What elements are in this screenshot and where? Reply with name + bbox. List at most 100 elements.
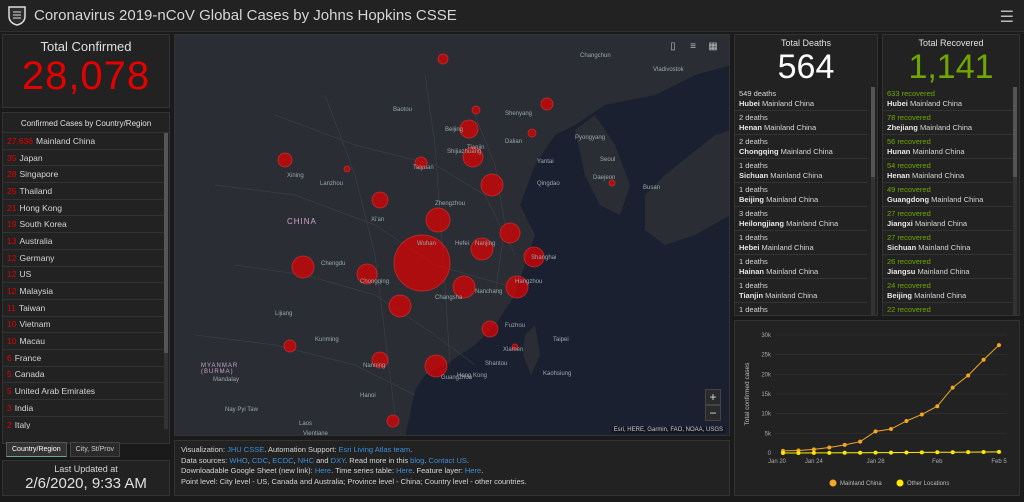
data-point[interactable] <box>858 450 863 455</box>
region-item[interactable]: 54 recovered Henan Mainland China <box>883 159 1015 183</box>
region-item[interactable]: 549 deaths Hubei Mainland China <box>735 87 867 111</box>
country-row[interactable]: 27,636 Mainland China <box>3 133 165 150</box>
country-row[interactable]: 12 Malaysia <box>3 283 165 300</box>
country-row[interactable]: 12 US <box>3 267 165 284</box>
country-row[interactable]: 11 Taiwan <box>3 300 165 317</box>
cases-chart[interactable]: 0 5k 10k 15k 20k 25k 30k Jan 20 Jan 24 Jan 28 Feb F… <box>735 321 1021 497</box>
hamburger-menu-icon[interactable]: ☰ <box>999 9 1014 26</box>
data-point[interactable] <box>811 450 816 455</box>
region-item[interactable]: 49 recovered Guangdong Mainland China <box>883 183 1015 207</box>
region-item[interactable]: 27 recovered Sichuan Mainland China <box>883 231 1015 255</box>
scrollbar-thumb[interactable] <box>871 87 875 177</box>
country-row[interactable]: 5 Canada <box>3 367 165 384</box>
region-item[interactable]: 56 recovered Hunan Mainland China <box>883 135 1015 159</box>
country-list[interactable]: 27,636 Mainland China 35 Japan 28 Singapore 25… <box>3 133 165 429</box>
region-item[interactable]: 26 recovered Jiangsu Mainland China <box>883 255 1015 279</box>
data-point[interactable] <box>796 450 801 455</box>
dxy-link[interactable]: DXY <box>330 455 346 465</box>
country-row[interactable]: 3 India <box>3 400 165 417</box>
recovered-scrollbar[interactable] <box>1013 87 1017 315</box>
nhc-link[interactable]: NHC <box>297 455 314 465</box>
zoom-in-button[interactable]: + <box>705 389 721 405</box>
data-point[interactable] <box>904 418 909 423</box>
data-point[interactable] <box>966 373 971 378</box>
feature-layer-link[interactable]: Here <box>464 466 482 475</box>
data-point[interactable] <box>966 450 971 455</box>
country-row[interactable]: 28 Singapore <box>3 166 165 184</box>
country-row[interactable]: 10 Vietnam <box>3 317 165 334</box>
data-point[interactable] <box>873 450 878 455</box>
deaths-list[interactable]: 549 deaths Hubei Mainland China 2 deaths He… <box>735 87 867 315</box>
deaths-scrollbar[interactable] <box>871 87 875 315</box>
region-item[interactable]: 2 deaths Chongqing Mainland China <box>735 135 867 159</box>
time-series-link[interactable]: Here <box>396 466 413 475</box>
map-canvas[interactable] <box>175 35 730 436</box>
region-count: 27 recovered <box>887 209 931 218</box>
country-list-scrollbar[interactable] <box>164 133 168 429</box>
blog-link[interactable]: blog <box>410 455 425 465</box>
data-point[interactable] <box>935 404 940 409</box>
data-point[interactable] <box>935 450 940 455</box>
scrollbar-thumb[interactable] <box>1013 87 1017 177</box>
country-row[interactable]: 21 Hong Kong <box>3 200 165 217</box>
country-row[interactable]: 35 Japan <box>3 150 165 167</box>
ecdc-link[interactable]: ECDC <box>272 455 294 465</box>
contact-us-link[interactable]: Contact US <box>428 455 467 465</box>
country-row[interactable]: 13 Australia <box>3 233 165 250</box>
esri-living-atlas-link[interactable]: Esri Living Atlas team <box>338 445 411 454</box>
region-item[interactable]: 1 deaths Tianjin Mainland China <box>735 279 867 303</box>
data-point[interactable] <box>950 385 955 390</box>
data-point[interactable] <box>858 439 863 444</box>
country-row[interactable]: 12 Germany <box>3 250 165 267</box>
data-point[interactable] <box>889 427 893 432</box>
data-point[interactable] <box>919 450 924 455</box>
region-location: Hebei Mainland China <box>739 243 863 253</box>
data-point[interactable] <box>889 450 893 455</box>
region-item[interactable]: 1 deaths Beijing Mainland China <box>735 183 867 207</box>
country-row[interactable]: 25 Thailand <box>3 183 165 200</box>
region-item[interactable]: 633 recovered Hubei Mainland China <box>883 87 1015 111</box>
country-row[interactable]: 10 Macau <box>3 333 165 350</box>
country-row[interactable]: 5 United Arab Emirates <box>3 383 165 400</box>
region-item[interactable]: 2 deaths Henan Mainland China <box>735 111 867 135</box>
region-item[interactable]: 24 recovered Beijing Mainland China <box>883 279 1015 303</box>
data-point[interactable] <box>919 412 924 417</box>
region-item[interactable]: 22 recovered <box>883 303 1015 315</box>
region-item[interactable]: 27 recovered Jiangxi Mainland China <box>883 207 1015 231</box>
data-point[interactable] <box>842 442 847 447</box>
jhu-csse-link[interactable]: JHU CSSE <box>227 445 265 454</box>
country-row[interactable]: 19 South Korea <box>3 216 165 234</box>
data-point[interactable] <box>811 447 816 452</box>
country-row[interactable]: 6 France <box>3 350 165 367</box>
region-item[interactable]: 1 deaths Hainan Mainland China <box>735 255 867 279</box>
bookmark-icon[interactable]: ▯ <box>670 41 676 52</box>
data-point[interactable] <box>827 450 832 455</box>
map-view[interactable]: CHINA MYANMAR (BURMA) Changchun Vladivost… <box>174 34 730 436</box>
recovered-list[interactable]: 633 recovered Hubei Mainland China 78 reco… <box>883 87 1015 315</box>
tab-country-region[interactable]: Country/Region <box>6 442 67 457</box>
country-row[interactable]: 2 Italy <box>3 417 165 429</box>
data-point[interactable] <box>997 343 1001 348</box>
data-point[interactable] <box>981 357 986 362</box>
data-point[interactable] <box>904 450 909 455</box>
data-point[interactable] <box>873 429 878 434</box>
scrollbar-thumb[interactable] <box>164 133 168 353</box>
zoom-out-button[interactable]: − <box>705 405 721 421</box>
data-point[interactable] <box>842 450 847 455</box>
data-point[interactable] <box>950 450 955 455</box>
region-item[interactable]: 78 recovered Zhejiang Mainland China <box>883 111 1015 135</box>
list-icon[interactable]: ≡ <box>690 41 696 52</box>
data-point[interactable] <box>827 445 832 450</box>
data-point[interactable] <box>781 450 785 455</box>
google-sheet-link[interactable]: Here <box>314 466 332 475</box>
who-link[interactable]: WHO <box>229 455 248 465</box>
grid-icon[interactable]: ▦ <box>708 41 718 52</box>
data-point[interactable] <box>997 449 1001 454</box>
cdc-link[interactable]: CDC <box>251 455 269 465</box>
region-item[interactable]: 3 deaths Heilongjiang Mainland China <box>735 207 867 231</box>
region-item[interactable]: 1 deaths <box>735 303 867 315</box>
tab-city-state[interactable]: City, St/Prov <box>69 442 121 457</box>
region-item[interactable]: 1 deaths Sichuan Mainland China <box>735 159 867 183</box>
data-point[interactable] <box>981 449 986 454</box>
region-item[interactable]: 1 deaths Hebei Mainland China <box>735 231 867 255</box>
